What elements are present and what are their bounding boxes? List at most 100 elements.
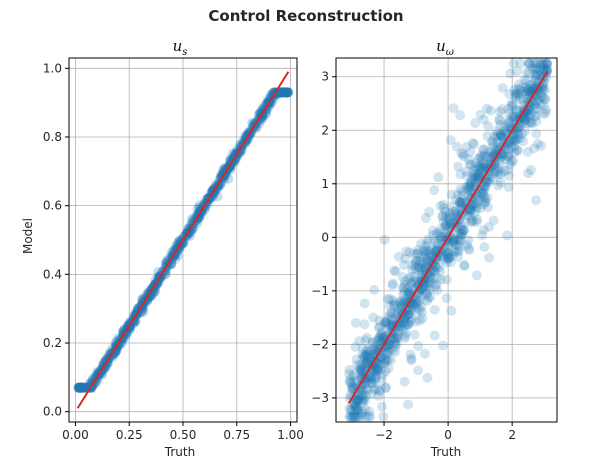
panel-uw-point: [344, 403, 355, 414]
panel-uw-point: [456, 230, 467, 241]
panel-uw-point: [465, 211, 476, 222]
panel-uw-point: [495, 177, 506, 188]
panel-us-point: [77, 382, 88, 393]
panel-uw-point: [350, 411, 361, 422]
panel-uw-point: [410, 259, 421, 270]
panel-uw-point: [422, 288, 433, 299]
panel-uw-point: [522, 146, 533, 157]
panel-uw-point: [470, 161, 481, 172]
panel-uw-point: [366, 373, 377, 384]
panel-uw-point: [521, 86, 532, 97]
panel-uw-point: [454, 234, 465, 245]
panel-us-xticks: 0.00 0.25 0.50 0.75 1.00: [62, 422, 304, 442]
panel-uw-point: [351, 381, 362, 392]
panel-uw-point: [435, 234, 446, 245]
panel-uw-point: [519, 116, 530, 127]
panel-us-point: [77, 382, 88, 393]
panel-uw-point: [403, 287, 414, 298]
panel-uw-point: [429, 185, 440, 196]
panel-uw-point: [542, 58, 553, 69]
panel-uw-point: [504, 170, 515, 181]
panel-us-point: [281, 87, 292, 98]
panel-uw-point: [479, 180, 490, 191]
panel-uw-point: [380, 383, 391, 394]
panel-uw-point: [440, 206, 451, 217]
panel-uw-point: [354, 362, 365, 373]
panel-uw-point: [403, 283, 414, 294]
panel-uw-point: [470, 177, 481, 188]
panel-uw-point: [521, 118, 532, 129]
panel-uw-point: [459, 261, 470, 272]
panel-uw-point: [422, 234, 433, 245]
panel-uw-point: [500, 121, 511, 132]
panel-uw-point: [420, 213, 431, 224]
panel-uw-point: [469, 170, 480, 181]
panel-us-point: [282, 87, 293, 98]
panel-uw-point: [519, 115, 530, 126]
panel-uw-point: [487, 136, 498, 147]
panel-uw-point: [368, 336, 379, 347]
panel-uw-point: [413, 340, 424, 351]
panel-uw-point: [365, 411, 376, 422]
panel-uw-point: [360, 395, 371, 406]
panel-us-point: [76, 382, 87, 393]
panel-uw-point: [362, 345, 373, 356]
panel-uw-point: [526, 80, 537, 91]
panel-uw-point: [390, 346, 401, 357]
panel-us-point: [111, 345, 122, 356]
panel-uw-point: [520, 88, 531, 99]
panel-uw-point: [407, 264, 418, 275]
panel-uw-point: [352, 411, 363, 422]
panel-uw-point: [459, 225, 470, 236]
panel-uw-point: [406, 355, 417, 366]
panel-uw-point: [504, 88, 515, 99]
panel-uw-point: [466, 184, 477, 195]
panel-uw-point: [389, 337, 400, 348]
panel-uw-point: [503, 182, 514, 193]
panel-uw-point: [461, 141, 472, 152]
panel-us-point: [73, 382, 84, 393]
panel-us-point: [115, 338, 126, 349]
panel-us-point: [215, 180, 226, 191]
panel-uw-point: [473, 191, 484, 202]
panel-uw-point: [380, 366, 391, 377]
panel-uw-point: [451, 141, 462, 152]
panel-uw-point: [524, 68, 535, 79]
panel-uw-point: [381, 356, 392, 367]
panel-uw-point: [469, 139, 480, 150]
panel-uw-point: [431, 228, 442, 239]
panel-uw-point: [397, 317, 408, 328]
panel-uw-point: [453, 235, 464, 246]
panel-uw-point: [476, 165, 487, 176]
panel-uw-point: [399, 315, 410, 326]
panel-uw-point: [422, 281, 433, 292]
panel-uw-point: [361, 349, 372, 360]
panel-us-point: [107, 343, 118, 354]
panel-us-point: [162, 256, 173, 267]
panel-uw-point: [403, 288, 414, 299]
panel-uw-point: [354, 335, 365, 346]
panel-uw-point: [462, 180, 473, 191]
panel-uw-point: [448, 236, 459, 247]
panel-uw-point: [417, 263, 428, 274]
panel-uw-point: [440, 231, 451, 242]
panel-uw-point: [346, 411, 357, 422]
panel-uw-point: [427, 273, 438, 284]
panel-uw-point: [531, 64, 542, 75]
panel-uw-point: [385, 354, 396, 365]
panel-uw-point: [463, 182, 474, 193]
panel-us-point: [161, 258, 172, 269]
panel-us-point: [147, 287, 158, 298]
panel-uw-point: [527, 86, 538, 97]
panel-uw-point: [433, 262, 444, 273]
panel-uw-point: [540, 93, 551, 104]
panel-uw-point: [495, 129, 506, 140]
panel-uw-point: [541, 58, 552, 69]
panel-uw-point: [421, 253, 432, 264]
panel-uw-point: [448, 246, 459, 257]
panel-uw-point: [428, 265, 439, 276]
panel-uw-point: [438, 199, 449, 210]
panel-uw-point: [466, 217, 477, 228]
panel-uw-point: [457, 190, 468, 201]
panel-uw-point: [424, 284, 435, 295]
